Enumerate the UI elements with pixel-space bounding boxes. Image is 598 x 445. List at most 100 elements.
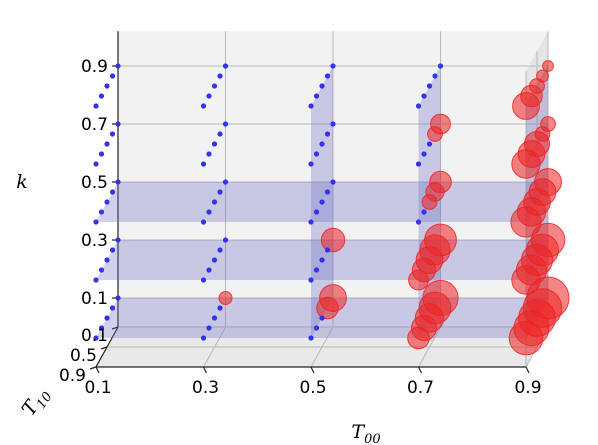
t10-tick-label: 0.5 [70,346,97,366]
data-point [319,141,324,146]
data-point [314,93,319,98]
data-point [325,73,330,78]
data-point [314,209,319,214]
data-point [217,247,222,252]
data-point [325,189,330,194]
data-point [201,335,206,340]
data-point [201,103,206,108]
data-point [511,207,541,237]
data-point [99,267,104,272]
k-tick-label: 0.7 [81,115,108,135]
data-point [325,131,330,136]
data-point [513,93,540,120]
data-point [110,189,115,194]
data-point [421,209,426,214]
t00-tick-mark [526,367,529,373]
k-tick-label: 0.5 [81,173,108,193]
data-point [319,199,324,204]
data-point [206,325,211,330]
t10-tick-mark [90,367,96,369]
data-point [319,315,324,320]
t10-tick-label: 0.9 [59,366,86,386]
data-point [212,315,217,320]
t00-tick-label: 0.3 [192,378,219,398]
data-point [321,228,344,251]
data-point [206,93,211,98]
data-point [201,219,206,224]
t00-tick-mark [311,367,314,373]
data-point [110,73,115,78]
data-point [308,277,313,282]
data-point [308,161,313,166]
data-point [104,199,109,204]
data-point [308,103,313,108]
data-point [115,237,120,242]
data-point [206,267,211,272]
k-axis-label: k [16,171,28,193]
data-point [217,189,222,194]
k-tick-label: 0.1 [81,289,108,309]
data-point [93,161,98,166]
data-point [110,305,115,310]
data-point [115,121,120,126]
data-point [421,151,426,156]
t10-tick-label: 0.1 [81,326,108,346]
data-point [509,321,543,355]
data-point [308,335,313,340]
data-point [104,257,109,262]
t00-tick-label: 0.7 [407,378,434,398]
data-point [409,270,429,290]
k-tick-label: 0.3 [81,231,108,251]
data-point [223,121,228,126]
data-point [206,151,211,156]
data-point [93,103,98,108]
data-point [115,63,120,68]
data-point [416,161,421,166]
data-point [99,93,104,98]
data-point [115,295,120,300]
data-point [104,83,109,88]
data-point [104,315,109,320]
data-point [427,83,432,88]
data-point [217,73,222,78]
data-point [428,127,443,142]
data-point [427,141,432,146]
t10-axis-label: T10 [18,383,56,422]
t00-tick-mark [96,367,99,373]
data-point [217,131,222,136]
data-point [317,297,339,319]
data-point [219,292,232,305]
data-point [330,121,335,126]
data-point [330,63,335,68]
data-point [308,219,313,224]
t00-axis-label: T00 [351,421,380,445]
data-point [314,267,319,272]
data-point [314,325,319,330]
data-point [319,257,324,262]
data-point [432,73,437,78]
data-point [314,151,319,156]
data-point [223,179,228,184]
data-point [93,277,98,282]
t00-tick-label: 0.1 [84,378,111,398]
data-point [206,209,211,214]
data-point [421,93,426,98]
t00-tick-label: 0.5 [299,378,326,398]
data-point [212,83,217,88]
data-point [512,266,540,294]
data-point [512,150,540,178]
data-point [212,141,217,146]
data-point [217,305,222,310]
t00-tick-label: 0.9 [514,378,541,398]
data-point [330,179,335,184]
data-point [115,179,120,184]
data-point [325,247,330,252]
data-point [212,257,217,262]
t00-tick-mark [419,367,422,373]
data-point [110,247,115,252]
data-point [223,63,228,68]
data-point [104,141,109,146]
data-point [212,199,217,204]
